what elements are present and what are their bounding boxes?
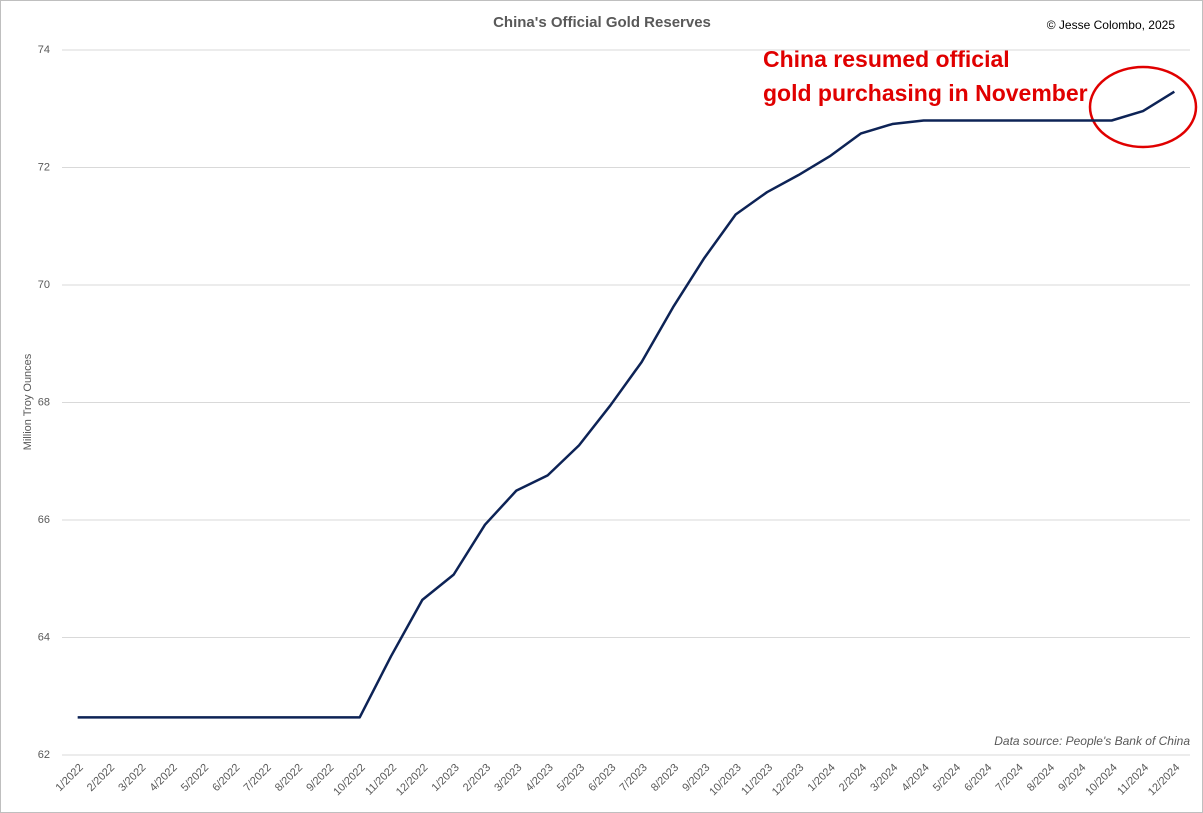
y-axis-label: Million Troy Ounces	[22, 353, 34, 450]
credit: © Jesse Colombo, 2025	[1047, 18, 1176, 32]
y-tick-label: 68	[38, 396, 50, 408]
y-tick-label: 64	[38, 631, 50, 643]
chart-title: China's Official Gold Reserves	[493, 14, 711, 31]
line-series	[77, 90, 1175, 719]
y-tick-label: 72	[38, 161, 50, 173]
y-tick-label: 66	[38, 514, 50, 526]
y-tick-label: 62	[38, 749, 50, 761]
annotation: gold purchasing in November	[763, 80, 1088, 106]
y-tick-label: 70	[38, 279, 50, 291]
source-note: Data source: People's Bank of China	[994, 734, 1190, 748]
highlight-ellipse	[1088, 65, 1198, 149]
y-tick-label: 74	[38, 44, 50, 56]
